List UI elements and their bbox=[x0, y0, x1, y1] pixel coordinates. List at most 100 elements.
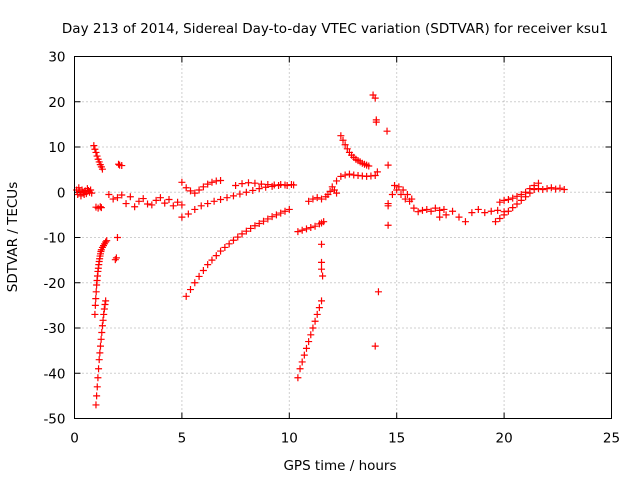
data-point-plus bbox=[311, 222, 319, 230]
data-point-plus bbox=[423, 205, 431, 213]
data-point-plus bbox=[277, 181, 285, 189]
data-point-plus bbox=[95, 356, 103, 364]
series-seg-7-10hr-upper bbox=[232, 179, 298, 189]
data-point-plus bbox=[122, 200, 130, 208]
data-point-plus bbox=[191, 189, 199, 197]
series-seg-10-11hr-deep bbox=[294, 297, 326, 382]
data-point-plus bbox=[373, 168, 381, 176]
series-seg-1hr-drop bbox=[91, 246, 105, 318]
series-seg-start-b bbox=[80, 185, 96, 199]
data-point-plus bbox=[92, 288, 100, 296]
data-point-plus bbox=[509, 204, 517, 212]
data-point-plus bbox=[238, 180, 246, 188]
y-tick-label: -50 bbox=[43, 412, 65, 428]
data-point-plus bbox=[281, 207, 289, 215]
data-point-plus bbox=[442, 211, 450, 219]
data-point-plus bbox=[195, 186, 203, 194]
data-point-plus bbox=[77, 192, 85, 200]
data-point-plus bbox=[560, 186, 568, 194]
data-point-plus bbox=[169, 202, 177, 210]
series-seg-1hr-deep bbox=[92, 297, 110, 409]
data-point-plus bbox=[102, 238, 110, 246]
data-point-plus bbox=[333, 189, 341, 197]
data-point-plus bbox=[98, 329, 106, 337]
data-point-plus bbox=[139, 195, 147, 203]
data-point-plus bbox=[365, 162, 373, 170]
data-point-plus bbox=[118, 191, 126, 199]
data-point-plus bbox=[509, 194, 517, 202]
data-point-plus bbox=[87, 186, 95, 194]
data-point-plus bbox=[403, 191, 411, 199]
data-point-plus bbox=[186, 286, 194, 294]
data-point-plus bbox=[115, 160, 123, 168]
data-point-plus bbox=[91, 310, 99, 318]
data-point-plus bbox=[199, 183, 207, 191]
data-point-plus bbox=[337, 172, 345, 180]
data-point-plus bbox=[208, 178, 216, 186]
data-point-plus bbox=[388, 191, 396, 199]
data-point-plus bbox=[341, 171, 349, 179]
data-point-plus bbox=[410, 204, 418, 212]
data-point-plus bbox=[92, 401, 100, 409]
data-point-plus bbox=[461, 218, 469, 226]
data-point-plus bbox=[517, 191, 525, 199]
data-point-plus bbox=[504, 207, 512, 215]
data-point-plus bbox=[552, 185, 560, 193]
data-point-plus bbox=[118, 162, 126, 170]
data-point-plus bbox=[148, 201, 156, 209]
data-point-plus bbox=[204, 261, 212, 269]
data-point-plus bbox=[313, 310, 321, 318]
plot-frame bbox=[74, 56, 612, 419]
data-point-plus bbox=[318, 258, 326, 266]
data-point-plus bbox=[113, 234, 121, 241]
data-point-plus bbox=[500, 196, 508, 204]
x-axis-label: GPS time / hours bbox=[283, 458, 396, 474]
data-point-plus bbox=[318, 297, 326, 305]
data-point-plus bbox=[408, 195, 416, 203]
data-point-plus bbox=[112, 254, 120, 262]
data-point-plus bbox=[496, 214, 504, 222]
series-seg-10-11hr-mid bbox=[294, 219, 326, 236]
data-point-plus bbox=[93, 392, 101, 400]
data-point-plus bbox=[244, 179, 252, 187]
data-point-plus bbox=[313, 194, 321, 202]
data-point-plus bbox=[492, 218, 500, 226]
chart-title: Day 213 of 2014, Sidereal Day-to-day VTE… bbox=[62, 21, 608, 37]
data-point-plus bbox=[399, 186, 407, 194]
data-point-plus bbox=[315, 304, 323, 312]
series-seg-17-19hr bbox=[436, 205, 508, 226]
data-point-plus bbox=[305, 338, 313, 346]
data-point-plus bbox=[152, 196, 160, 204]
data-point-plus bbox=[178, 201, 186, 209]
y-tick-label: 10 bbox=[48, 140, 65, 156]
y-tick-label: 30 bbox=[48, 50, 65, 66]
x-tick-label: 5 bbox=[178, 431, 187, 447]
data-point-plus bbox=[326, 187, 334, 195]
data-point-plus bbox=[182, 184, 190, 192]
data-point-plus bbox=[298, 358, 306, 366]
data-point-plus bbox=[383, 127, 391, 135]
data-point-plus bbox=[272, 211, 280, 219]
data-point-plus bbox=[474, 205, 482, 213]
data-point-plus bbox=[305, 197, 313, 205]
data-point-plus bbox=[298, 226, 306, 234]
data-point-plus bbox=[302, 225, 310, 233]
data-point-plus bbox=[309, 195, 317, 203]
x-tick-label: 15 bbox=[388, 431, 405, 447]
data-point-plus bbox=[449, 207, 457, 215]
data-point-plus bbox=[371, 172, 379, 180]
x-tick-labels: 0 5 10 15 20 25 bbox=[70, 431, 620, 447]
data-point-plus bbox=[92, 295, 100, 303]
data-point-plus bbox=[268, 213, 276, 221]
data-point-plus bbox=[260, 217, 268, 225]
data-point-plus bbox=[530, 181, 538, 189]
data-point-plus bbox=[199, 267, 207, 275]
data-point-plus bbox=[204, 180, 212, 188]
data-point-plus bbox=[333, 177, 341, 185]
data-point-plus bbox=[255, 185, 263, 193]
series-seg-12hr-low bbox=[324, 183, 341, 199]
data-point-plus bbox=[217, 195, 225, 203]
data-point-plus bbox=[341, 141, 349, 149]
data-point-plus bbox=[217, 176, 225, 184]
